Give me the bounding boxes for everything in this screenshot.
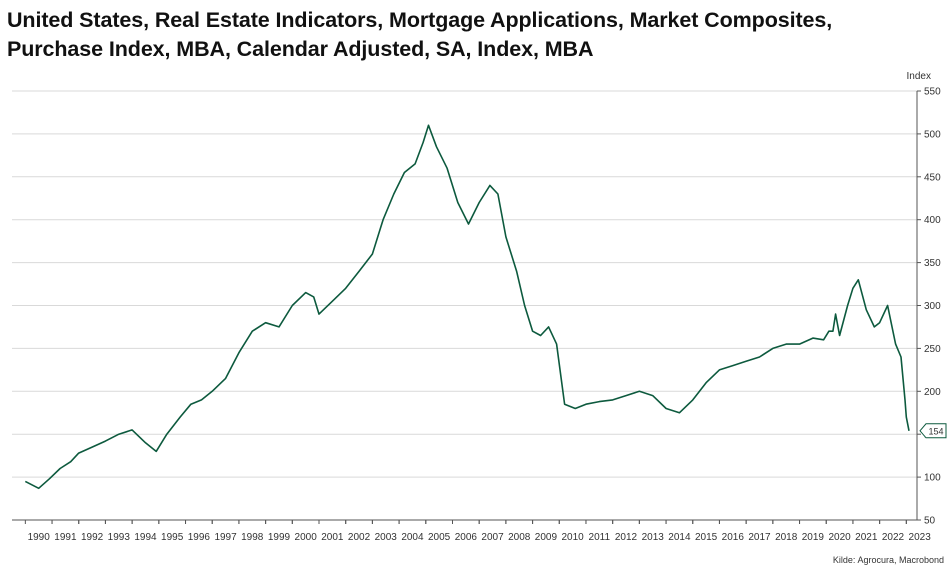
- x-tick-label: 1995: [161, 532, 184, 543]
- x-tick-label: 1992: [81, 532, 104, 543]
- x-tick-label: 2003: [375, 532, 398, 543]
- x-tick-label: 2007: [481, 532, 504, 543]
- x-tick-label: 1997: [214, 532, 237, 543]
- x-tick-label: 2008: [508, 532, 531, 543]
- x-tick-label: 1996: [188, 532, 211, 543]
- x-tick-label: 1991: [54, 532, 77, 543]
- y-tick-label: 450: [924, 172, 941, 183]
- x-tick-label: 2013: [642, 532, 665, 543]
- y-tick-label: 550: [924, 87, 941, 98]
- series-line: [24, 124, 910, 490]
- x-tick-label: 2010: [561, 532, 584, 543]
- x-tick-label: 2017: [748, 532, 771, 543]
- x-tick-label: 1993: [108, 532, 131, 543]
- x-tick-label: 2016: [722, 532, 745, 543]
- x-tick-label: 2009: [535, 532, 558, 543]
- x-tick-label: 2015: [695, 532, 718, 543]
- x-tick-label: 2005: [428, 532, 451, 543]
- x-tick-label: 2004: [401, 532, 424, 543]
- y-tick-label: 250: [924, 344, 941, 355]
- x-tick-label: 2023: [909, 532, 932, 543]
- y-tick-label: 50: [924, 516, 936, 527]
- chart-title: United States, Real Estate Indicators, M…: [7, 6, 947, 64]
- y-tick-label: 400: [924, 215, 941, 226]
- x-tick-label: 2011: [589, 532, 611, 543]
- x-tick-label: 2006: [455, 532, 478, 543]
- x-tick-label: 2001: [321, 532, 344, 543]
- x-tick-label: 1994: [134, 532, 157, 543]
- x-tick-label: 2022: [882, 532, 905, 543]
- x-tick-label: 2019: [802, 532, 825, 543]
- y-tick-label: 350: [924, 258, 941, 269]
- x-tick-label: 2012: [615, 532, 638, 543]
- source-note: Kilde: Agrocura, Macrobond: [832, 555, 944, 565]
- x-tick-label: 1998: [241, 532, 264, 543]
- x-tick-label: 2018: [775, 532, 798, 543]
- last-value-label: 154: [928, 426, 943, 436]
- y-tick-label: 100: [924, 473, 941, 484]
- y-tick-label: 200: [924, 387, 941, 398]
- x-tick-label: 1990: [28, 532, 51, 543]
- x-tick-label: 1999: [268, 532, 291, 543]
- x-tick-label: 2021: [855, 532, 878, 543]
- y-axis-label: Index: [907, 71, 931, 82]
- x-tick-label: 2020: [828, 532, 851, 543]
- chart-title-line-1: United States, Real Estate Indicators, M…: [7, 8, 833, 32]
- x-tick-label: 2002: [348, 532, 371, 543]
- x-tick-label: 2014: [668, 532, 691, 543]
- x-tick-label: 2000: [295, 532, 318, 543]
- chart-title-line-2: Purchase Index, MBA, Calendar Adjusted, …: [7, 37, 594, 61]
- y-tick-label: 500: [924, 129, 941, 140]
- y-tick-label: 300: [924, 301, 941, 312]
- last-value-marker: [919, 423, 947, 439]
